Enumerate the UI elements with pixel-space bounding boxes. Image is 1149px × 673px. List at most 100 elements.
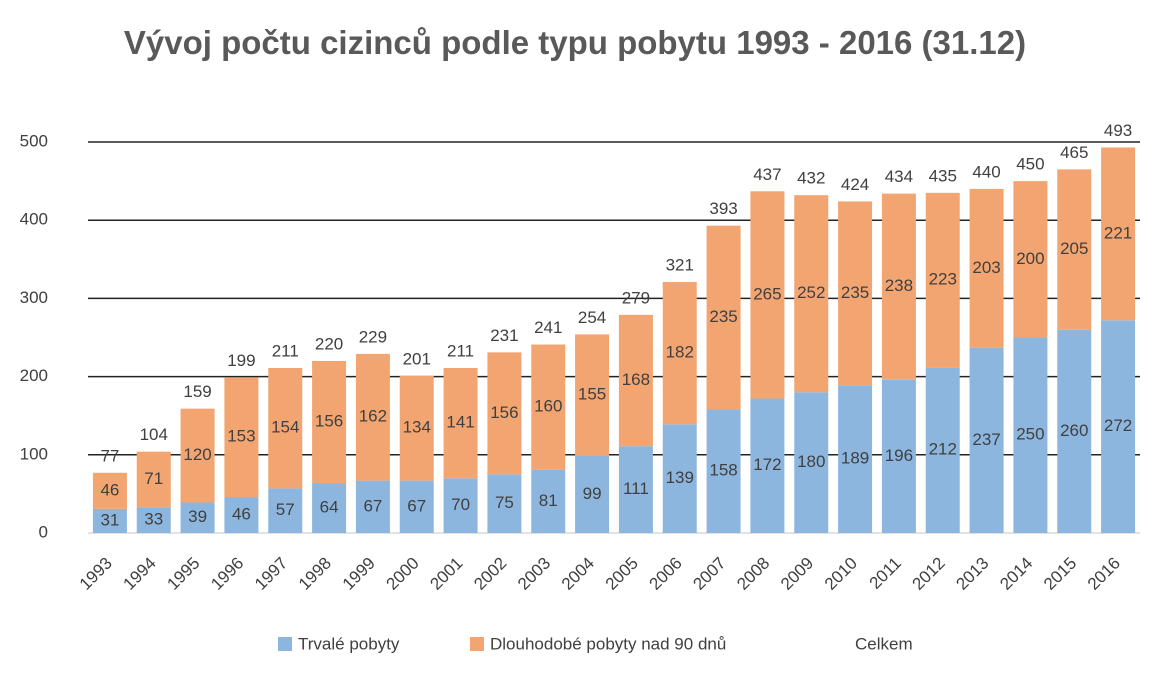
bar-segment (355, 480, 390, 533)
data-label: 141 (446, 413, 474, 432)
data-label: 70 (451, 495, 470, 514)
x-tick-label: 1999 (339, 554, 379, 594)
data-label: 39 (188, 507, 207, 526)
bar-segment (92, 472, 127, 509)
x-tick-label: 2000 (383, 554, 423, 594)
bar-segment (1013, 181, 1048, 338)
data-label: 99 (583, 484, 602, 503)
legend-label: Trvalé pobyty (298, 634, 400, 653)
bar-segment (136, 451, 171, 508)
bar-segment (881, 193, 916, 380)
data-label: 162 (359, 407, 387, 426)
bar-segment (180, 502, 215, 533)
x-tick-label: 1994 (120, 554, 160, 594)
bar-segment (443, 478, 478, 533)
data-label: 46 (100, 480, 119, 499)
total-label: 199 (227, 351, 255, 370)
chart-title: Vývoj počtu cizinců podle typu pobytu 19… (123, 24, 1027, 61)
total-label: 321 (666, 255, 694, 274)
bar-segment (399, 375, 434, 481)
x-tick-label: 2011 (866, 554, 905, 593)
bar-segment (92, 508, 127, 533)
data-label: 203 (972, 258, 1000, 277)
bar-segment (969, 188, 1004, 348)
total-label: 231 (490, 326, 518, 345)
data-label: 81 (539, 491, 558, 510)
y-tick-label: 500 (20, 131, 48, 150)
data-label: 182 (666, 343, 694, 362)
bar-segment (662, 424, 697, 533)
x-tick-label: 2012 (909, 554, 949, 594)
x-tick-label: 2002 (470, 554, 510, 594)
x-tick-label: 2008 (733, 554, 773, 594)
bar-segment (618, 314, 653, 447)
bar-segment (268, 367, 303, 489)
bar-segment (575, 455, 610, 533)
data-label: 156 (315, 411, 343, 430)
data-label: 172 (753, 455, 781, 474)
bar-segment (881, 379, 916, 533)
x-tick-label: 2015 (1040, 554, 1080, 594)
total-label: 465 (1060, 143, 1088, 162)
bar-segment (1057, 169, 1092, 330)
bar-segment (180, 408, 215, 503)
data-label: 71 (144, 469, 163, 488)
x-tick-label: 2003 (514, 554, 554, 594)
x-tick-label: 2014 (996, 554, 1036, 594)
x-tick-label: 2001 (426, 554, 466, 594)
total-label: 229 (359, 327, 387, 346)
x-tick-label: 1995 (163, 554, 203, 594)
total-label: 493 (1104, 121, 1132, 140)
x-tick-label: 2009 (777, 554, 817, 594)
bar-segment (531, 344, 566, 470)
legend-label: Dlouhodobé pobyty nad 90 dnů (490, 634, 726, 653)
data-label: 200 (1016, 249, 1044, 268)
data-label: 156 (490, 403, 518, 422)
total-label: 77 (100, 446, 119, 465)
data-label: 180 (797, 452, 825, 471)
data-label: 196 (885, 446, 913, 465)
bar-segment (706, 225, 741, 410)
legend-swatch (470, 637, 484, 651)
bar-segment (706, 409, 741, 533)
bar-segment (1101, 147, 1136, 321)
bar-segment (312, 482, 347, 533)
bar-segment (794, 392, 829, 533)
data-label: 75 (495, 493, 514, 512)
x-tick-label: 2004 (558, 554, 598, 594)
data-label: 111 (623, 479, 649, 498)
total-label: 435 (929, 166, 957, 185)
data-label: 31 (100, 510, 119, 529)
data-label: 155 (578, 384, 606, 403)
data-label: 67 (363, 496, 382, 515)
data-label: 57 (276, 500, 295, 519)
bar-segment (487, 352, 522, 475)
total-label: 201 (403, 349, 431, 368)
bar-segment (750, 191, 785, 399)
bar-segment (487, 474, 522, 533)
bar-segment (618, 446, 653, 533)
data-label: 158 (709, 461, 737, 480)
bar-segment (355, 353, 390, 481)
bar-segment (1013, 337, 1048, 533)
data-label: 205 (1060, 239, 1088, 258)
bar-segment (925, 192, 960, 368)
x-tick-label: 1996 (207, 554, 247, 594)
bar-segment (224, 497, 259, 533)
y-tick-label: 0 (39, 522, 48, 541)
data-label: 235 (841, 283, 869, 302)
bar-segment (312, 360, 347, 483)
data-label: 252 (797, 283, 825, 302)
y-tick-label: 100 (20, 444, 48, 463)
data-label: 160 (534, 397, 562, 416)
bar-segment (268, 488, 303, 533)
data-label: 238 (885, 276, 913, 295)
bar-segment (399, 480, 434, 533)
data-label: 64 (320, 497, 339, 516)
bar-segment (1057, 329, 1092, 533)
total-label: 432 (797, 169, 825, 188)
x-tick-label: 2016 (1084, 554, 1124, 594)
total-label: 393 (709, 199, 737, 218)
total-label: 159 (183, 382, 211, 401)
